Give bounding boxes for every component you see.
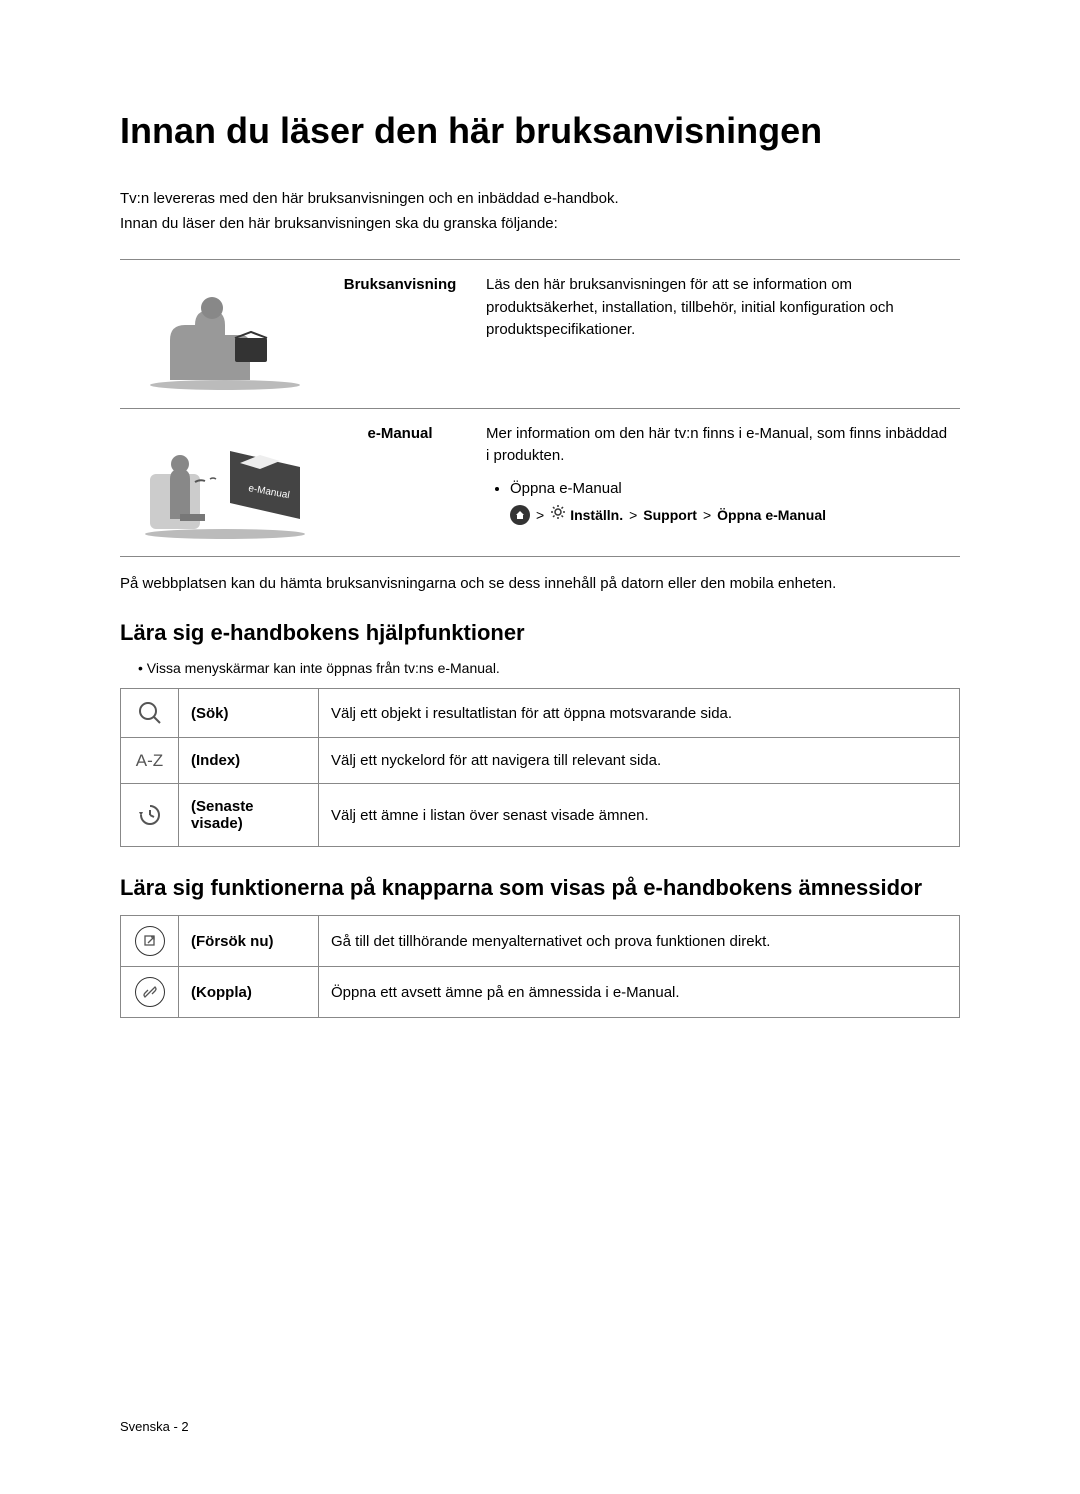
- path-sep-2: >: [629, 505, 637, 526]
- page-footer: Svenska - 2: [120, 1419, 189, 1434]
- search-desc: Välj ett objekt i resultatlistan för att…: [319, 689, 960, 738]
- reading-person-icon: [140, 270, 310, 390]
- settings-icon: [550, 504, 566, 526]
- emanual-bullet-text: Öppna e-Manual: [510, 480, 622, 497]
- topic-buttons-table: (Försök nu) Gå till det tillhörande meny…: [120, 915, 960, 1018]
- emanual-nav-path: > Inställn. > Support > Öppna e-Manual: [510, 504, 950, 526]
- trynow-label: (Försök nu): [179, 916, 319, 967]
- path-step-2: Support: [643, 505, 697, 526]
- manual-desc-2: Mer information om den här tv:n finns i …: [470, 408, 960, 557]
- manual-row-emanual: e-Manual e-Manual Mer information om den…: [120, 408, 960, 557]
- help-row-index: A-Z (Index) Välj ett nyckelord för att n…: [121, 738, 960, 784]
- intro-line-2: Innan du läser den här bruksanvisningen …: [120, 213, 960, 236]
- illustration-cell-2: e-Manual: [120, 408, 330, 557]
- manual-table: Bruksanvisning Läs den här bruksanvisnin…: [120, 259, 960, 557]
- link-desc: Öppna ett avsett ämne på en ämnessida i …: [319, 967, 960, 1018]
- section2-heading: Lära sig funktionerna på knapparna som v…: [120, 875, 960, 901]
- trynow-icon: [135, 926, 165, 956]
- section1-note: Vissa menyskärmar kan inte öppnas från t…: [138, 660, 960, 676]
- link-label: (Koppla): [179, 967, 319, 1018]
- topic-row-trynow: (Försök nu) Gå till det tillhörande meny…: [121, 916, 960, 967]
- help-row-recent: (Senaste visade) Välj ett ämne i listan …: [121, 784, 960, 847]
- path-sep-1: >: [536, 505, 544, 526]
- trynow-icon-cell: [121, 916, 179, 967]
- az-icon: A-Z: [136, 751, 163, 770]
- recent-label: (Senaste visade): [179, 784, 319, 847]
- manual-label-1: Bruksanvisning: [330, 260, 470, 409]
- search-icon-cell: [121, 689, 179, 738]
- search-icon: [136, 699, 164, 727]
- home-icon: [510, 505, 530, 525]
- manual-desc-1: Läs den här bruksanvisningen för att se …: [470, 260, 960, 409]
- recent-icon-cell: [121, 784, 179, 847]
- manual-label-2: e-Manual: [330, 408, 470, 557]
- recent-icon: [136, 801, 164, 829]
- link-icon: [135, 977, 165, 1007]
- path-step-3: Öppna e-Manual: [717, 505, 826, 526]
- illustration-cell-1: [120, 260, 330, 409]
- index-label: (Index): [179, 738, 319, 784]
- emanual-desc-text: Mer information om den här tv:n finns i …: [486, 425, 947, 465]
- page-title: Innan du läser den här bruksanvisningen: [120, 110, 960, 152]
- index-desc: Välj ett nyckelord för att navigera till…: [319, 738, 960, 784]
- intro-line-1: Tv:n levereras med den här bruksanvisnin…: [120, 188, 960, 211]
- emanual-open-bullet: Öppna e-Manual > Inställn. > Support >: [510, 478, 950, 527]
- link-icon-cell: [121, 967, 179, 1018]
- manual-row-bruksanvisning: Bruksanvisning Läs den här bruksanvisnin…: [120, 260, 960, 409]
- website-note: På webbplatsen kan du hämta bruksanvisni…: [120, 575, 960, 592]
- recent-desc: Välj ett ämne i listan över senast visad…: [319, 784, 960, 847]
- path-sep-3: >: [703, 505, 711, 526]
- help-functions-table: (Sök) Välj ett objekt i resultatlistan f…: [120, 688, 960, 847]
- trynow-desc: Gå till det tillhörande menyalternativet…: [319, 916, 960, 967]
- index-icon-cell: A-Z: [121, 738, 179, 784]
- section1-heading: Lära sig e-handbokens hjälpfunktioner: [120, 620, 960, 646]
- help-row-search: (Sök) Välj ett objekt i resultatlistan f…: [121, 689, 960, 738]
- topic-row-link: (Koppla) Öppna ett avsett ämne på en ämn…: [121, 967, 960, 1018]
- emanual-person-tv-icon: e-Manual: [140, 419, 310, 539]
- search-label: (Sök): [179, 689, 319, 738]
- path-step-1: Inställn.: [570, 505, 623, 526]
- intro-text: Tv:n levereras med den här bruksanvisnin…: [120, 188, 960, 235]
